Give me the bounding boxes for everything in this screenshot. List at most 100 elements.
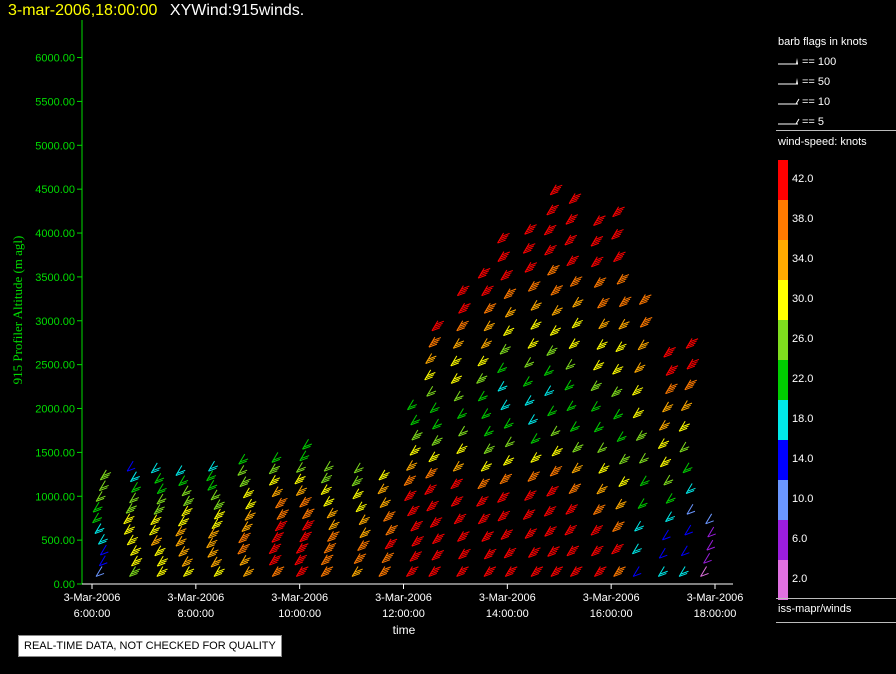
colorbar-swatch [778,480,788,520]
x-tick-label-date: 3-Mar-2006 [167,592,224,604]
y-tick-label: 4500.00 [35,184,75,196]
barb-legend-label: == 50 [802,76,830,88]
wind-barb [572,296,584,308]
y-axis-label: 915 Profiler Altitude (m agl) [10,236,25,385]
colorbar-label: 22.0 [792,373,814,385]
wind-barb [684,379,697,391]
legend-divider [776,130,896,131]
wind-barb [241,521,253,532]
colorbar-label: 30.0 [792,293,814,305]
wind-barb [320,484,332,496]
wind-barb [178,546,190,557]
y-tick-label: 6000.00 [35,53,75,65]
wind-barb [499,343,511,355]
wind-barb [457,531,470,542]
wind-barb [546,204,559,216]
wind-barb [549,184,563,196]
wind-barb [543,505,557,517]
wind-barb [500,269,513,281]
wind-barb [458,302,471,314]
y-tick-label: 1500.00 [35,447,75,459]
wind-barb [244,510,256,521]
colorbar-label: 10.0 [792,493,814,505]
wind-barb [458,548,471,560]
wind-barbs [92,184,716,577]
wind-barb [611,228,624,240]
wind-barb [663,346,676,358]
wind-barb [634,520,645,532]
wind-barb [597,442,608,454]
wind-barb [565,359,576,370]
y-axis: 0.00 500.00 1000.00 1500.00 2000.00 2500.00 30… [35,20,83,591]
wind-barb [183,566,195,577]
wind-profile-plot: 0.00 500.00 1000.00 1500.00 2000.00 2500.00 30… [10,20,743,637]
wind-barb [97,534,108,545]
wind-barb [99,469,112,481]
x-tick-label-time: 8:00:00 [177,608,214,620]
wind-barb [432,418,442,430]
wind-barb [150,462,161,474]
colorbar-label: 42.0 [792,173,814,185]
wind-barb [522,243,536,254]
wind-barb [276,509,290,520]
wind-barb [590,235,604,247]
wind-barb [544,244,557,256]
wind-barb [150,535,163,546]
wind-barb [181,556,193,567]
wind-barb [707,526,716,538]
wind-barb [456,443,468,455]
wind-barb [632,384,644,396]
wind-barb [95,566,105,577]
wind-barb [527,471,541,482]
colorbar-swatch [778,320,788,360]
wind-barb [497,362,508,374]
wind-profile [657,346,679,577]
colorbar-label: 38.0 [792,213,814,225]
wind-barb [326,507,338,519]
wind-barb [547,546,560,557]
wind-barb [530,319,542,330]
wind-barb [686,358,700,370]
wind-barb [503,418,514,429]
wind-barb [206,537,218,549]
wind-barb [383,511,396,522]
wind-profile [631,294,653,577]
wind-barb [359,527,371,539]
wind-barb [123,513,135,525]
wind-barb [130,545,142,556]
wind-barb [477,478,490,490]
wind-barb [323,496,335,507]
wind-barb [323,542,337,554]
quality-notice: REAL-TIME DATA, NOT CHECKED FOR QUALITY [18,635,282,657]
x-tick-label-date: 3-Mar-2006 [479,592,536,604]
barb-legend-label: == 10 [802,96,830,108]
wind-barb [129,566,141,577]
colorbar-label: 2.0 [792,573,808,585]
colorbar-item: 26.0 [776,320,896,360]
wind-barb [299,531,312,543]
wind-barb [425,353,437,364]
wind-profile [268,452,290,577]
colorbar-item: 6.0 [776,520,896,560]
x-tick-label-time: 10:00:00 [278,608,321,620]
wind-profile [175,465,195,577]
wind-barb [637,498,648,509]
wind-barb [483,302,497,314]
wind-barb [452,460,465,472]
wind-barb [323,460,334,472]
colorbar-item: 14.0 [776,440,896,480]
wind-profile [700,513,716,577]
wind-barb [294,554,307,566]
x-tick-label-date: 3-Mar-2006 [375,592,432,604]
wind-barb [678,566,689,577]
wind-barb [635,430,648,441]
wind-barb [679,441,690,453]
wind-barb [131,481,141,493]
wind-barb [706,539,715,551]
wind-barb [497,232,510,244]
wind-barb [450,373,463,384]
x-tick-label-time: 12:00:00 [382,608,425,620]
wind-barb [428,451,440,463]
y-tick-label: 5000.00 [35,140,75,152]
wind-barb [377,483,389,495]
